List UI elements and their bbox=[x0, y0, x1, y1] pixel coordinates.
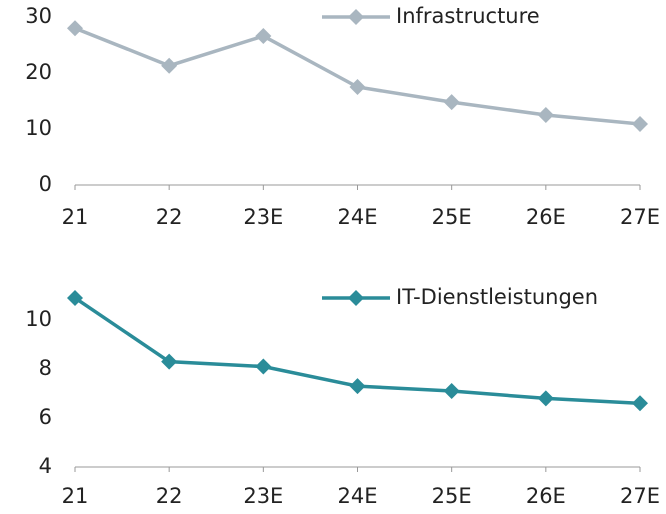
point bbox=[349, 378, 366, 395]
point bbox=[349, 79, 366, 95]
x-tick-label: 21 bbox=[62, 205, 89, 229]
y-tick-label: 0 bbox=[39, 172, 52, 196]
x-tick-label: 23E bbox=[243, 484, 283, 508]
y-tick-label: 8 bbox=[39, 356, 52, 380]
point bbox=[537, 390, 554, 407]
x-tick-label: 27E bbox=[620, 205, 660, 229]
x-tick-label: 24E bbox=[338, 205, 378, 229]
y-tick-label: 10 bbox=[25, 116, 52, 140]
legend-marker bbox=[348, 290, 364, 306]
point bbox=[632, 395, 648, 412]
x-tick-label: 26E bbox=[526, 484, 566, 508]
y-tick-label: 10 bbox=[25, 307, 52, 331]
point bbox=[443, 383, 460, 400]
x-tick-label: 25E bbox=[432, 205, 472, 229]
x-tick-label: 27E bbox=[620, 484, 660, 508]
legend-label: IT-Dienstleistungen bbox=[396, 285, 598, 309]
x-tick-label: 26E bbox=[526, 205, 566, 229]
x-tick-label: 23E bbox=[243, 205, 283, 229]
series-line bbox=[74, 26, 641, 126]
y-tick-label: 6 bbox=[39, 405, 52, 429]
point bbox=[161, 57, 178, 74]
point bbox=[632, 115, 648, 132]
point bbox=[255, 358, 272, 375]
x-tick-label: 24E bbox=[338, 484, 378, 508]
y-tick-label: 4 bbox=[39, 454, 52, 478]
point bbox=[443, 94, 460, 111]
legend-marker bbox=[348, 9, 364, 25]
point bbox=[67, 289, 83, 306]
point bbox=[537, 107, 554, 123]
y-tick-label: 20 bbox=[25, 60, 52, 84]
point bbox=[255, 28, 272, 45]
x-tick-label: 22 bbox=[156, 484, 183, 508]
x-tick-label: 25E bbox=[432, 484, 472, 508]
x-tick-label: 22 bbox=[156, 205, 183, 229]
y-tick-label: 30 bbox=[25, 4, 52, 28]
legend-label: Infrastructure bbox=[396, 4, 540, 28]
point bbox=[67, 20, 83, 37]
point bbox=[161, 353, 178, 370]
x-tick-label: 21 bbox=[62, 484, 89, 508]
